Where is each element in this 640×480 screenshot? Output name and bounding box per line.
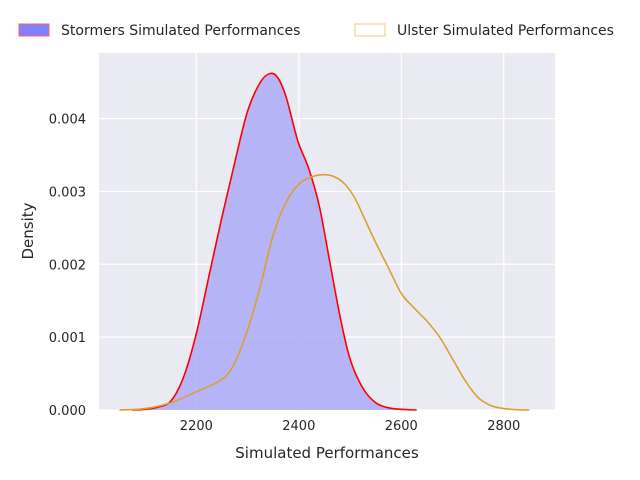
- stormers-simulated-performances-line: [132, 72, 417, 411]
- y-tick-label: 0.004: [49, 113, 86, 128]
- y-tick-label: 0.000: [49, 404, 86, 419]
- y-tick-label: 0.001: [49, 331, 86, 346]
- legend-patch-stormers: [18, 23, 50, 37]
- y-tick-label: 0.003: [49, 185, 86, 200]
- x-tick-labels: 2200 2400 2600 2800: [180, 419, 521, 434]
- ulster-simulated-performances-line: [119, 173, 530, 411]
- y-tick-labels: 0.000 0.001 0.002 0.003 0.004: [49, 113, 86, 419]
- x-tick-label: 2600: [385, 419, 418, 434]
- x-axis-label: Simulated Performances: [235, 444, 419, 462]
- legend-patch-ulster: [354, 23, 386, 37]
- x-tick-label: 2800: [487, 419, 520, 434]
- x-tick-label: 2400: [282, 419, 315, 434]
- legend: Stormers Simulated Performances Ulster S…: [18, 23, 614, 39]
- y-tick-label: 0.002: [49, 258, 86, 273]
- y-axis-label: Density: [19, 202, 37, 259]
- x-tick-label: 2200: [180, 419, 213, 434]
- legend-label-ulster: Ulster Simulated Performances: [397, 23, 614, 39]
- series-layer: [119, 72, 530, 411]
- stormers-simulated-performances-area: [132, 73, 417, 411]
- legend-label-stormers: Stormers Simulated Performances: [61, 23, 300, 39]
